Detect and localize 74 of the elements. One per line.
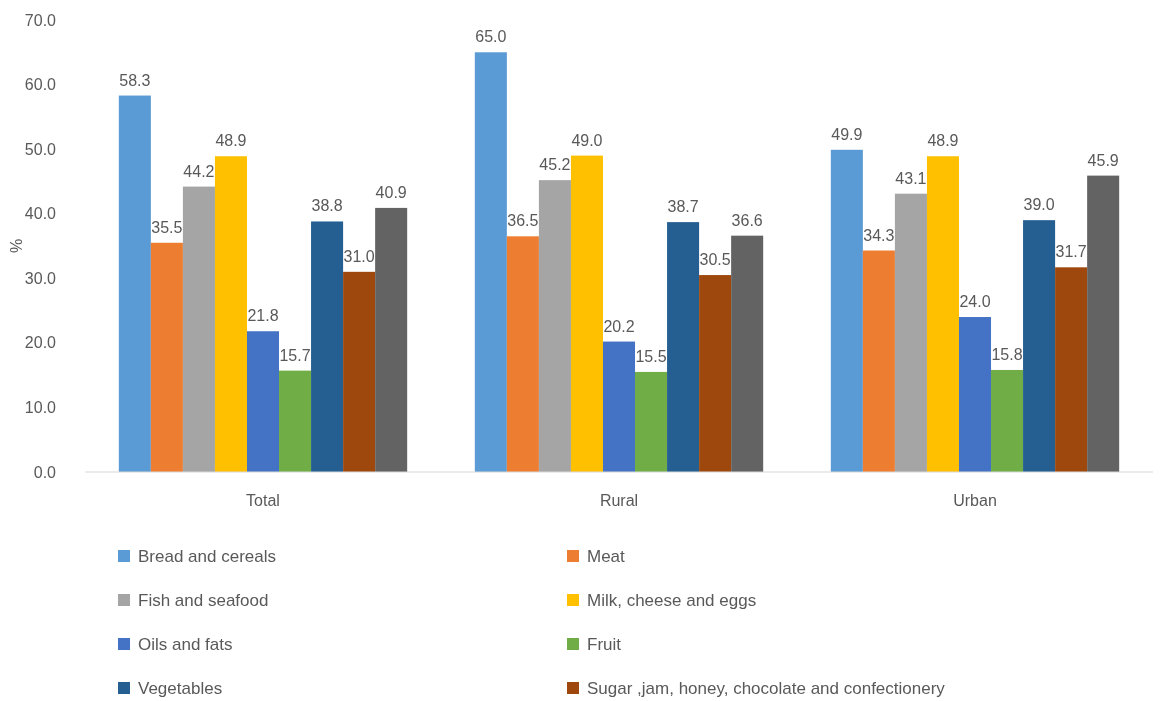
bar xyxy=(538,180,571,472)
bar xyxy=(150,242,183,472)
bar xyxy=(343,271,376,472)
data-label: 39.0 xyxy=(1023,196,1055,214)
data-label: 21.8 xyxy=(247,307,279,325)
bar xyxy=(118,95,151,472)
data-label: 65.0 xyxy=(475,28,507,46)
bar xyxy=(894,193,927,472)
y-tick-label: 60.0 xyxy=(24,76,57,94)
data-label: 48.9 xyxy=(215,132,247,150)
data-label: 15.7 xyxy=(279,346,311,364)
data-label: 49.0 xyxy=(571,131,603,149)
bar xyxy=(214,156,247,472)
x-tick-label: Total xyxy=(246,492,280,509)
data-label: 20.2 xyxy=(603,317,635,335)
bar xyxy=(602,341,636,472)
legend-label: Vegetables xyxy=(138,678,223,698)
bar xyxy=(246,331,280,472)
y-tick-label: 40.0 xyxy=(24,205,57,223)
data-label: 24.0 xyxy=(959,293,991,311)
bar xyxy=(182,186,215,472)
bar xyxy=(926,156,959,472)
y-tick-label: 20.0 xyxy=(24,334,57,352)
bar xyxy=(991,369,1024,472)
legend-label: Bread and cereals xyxy=(138,546,276,566)
bar xyxy=(699,275,732,472)
legend-label: Meat xyxy=(587,546,626,566)
bar xyxy=(958,317,992,472)
bar xyxy=(862,250,895,472)
legend-label: Fish and seafood xyxy=(138,590,269,610)
bar xyxy=(311,221,344,472)
data-label: 15.5 xyxy=(635,347,667,365)
y-tick-label: 50.0 xyxy=(24,140,57,158)
data-label: 45.9 xyxy=(1087,151,1119,169)
bar xyxy=(830,149,863,472)
y-axis-title: % xyxy=(8,238,25,254)
data-label: 31.7 xyxy=(1055,243,1087,261)
data-label: 31.0 xyxy=(343,247,375,265)
data-label: 44.2 xyxy=(183,162,215,180)
data-label: 43.1 xyxy=(895,169,927,187)
legend-label: Oils and fats xyxy=(138,634,233,654)
bar xyxy=(506,236,539,472)
x-tick-label: Urban xyxy=(953,492,997,509)
data-label: 38.8 xyxy=(311,197,343,215)
data-label: 38.7 xyxy=(667,198,699,216)
data-label: 36.5 xyxy=(507,212,539,230)
data-label: 49.9 xyxy=(831,125,863,143)
y-tick-label: 30.0 xyxy=(24,269,57,287)
data-label: 34.3 xyxy=(863,226,895,244)
y-tick-label: 10.0 xyxy=(24,399,57,417)
bar xyxy=(570,155,603,472)
bar xyxy=(731,235,764,472)
legend-label: Milk, cheese and eggs xyxy=(587,590,757,610)
bar xyxy=(635,371,668,472)
legend-label: Fruit xyxy=(587,634,622,654)
bar xyxy=(279,370,312,472)
legend-label: Sugar ,jam, honey, chocolate and confectionery xyxy=(587,678,946,698)
bar xyxy=(1023,220,1056,472)
data-label: 48.9 xyxy=(927,132,959,150)
data-label: 45.2 xyxy=(539,156,571,174)
bar xyxy=(667,222,700,472)
y-tick-label: 70.0 xyxy=(24,11,57,29)
y-tick-label: 0.0 xyxy=(33,463,57,481)
bar xyxy=(474,52,507,472)
x-tick-label: Rural xyxy=(599,492,639,509)
data-label: 36.6 xyxy=(731,211,763,229)
bar xyxy=(1055,267,1088,472)
data-label: 35.5 xyxy=(151,218,183,236)
data-label: 15.8 xyxy=(991,345,1023,363)
bar xyxy=(1087,175,1120,472)
data-label: 40.9 xyxy=(375,183,407,201)
data-label: 30.5 xyxy=(699,251,731,269)
data-label: 58.3 xyxy=(119,71,151,89)
bar xyxy=(375,207,408,472)
